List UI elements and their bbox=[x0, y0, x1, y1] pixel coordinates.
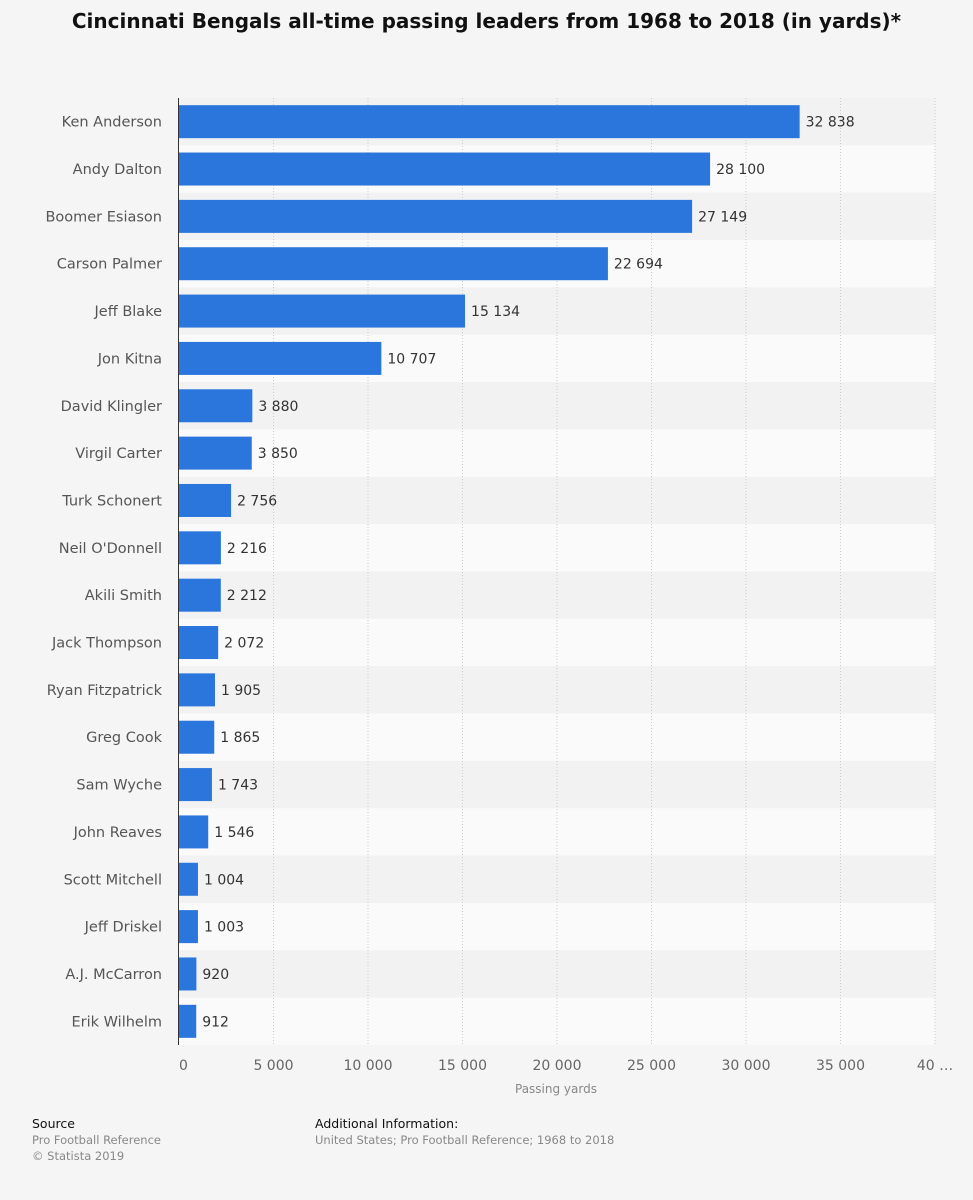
source-link[interactable]: Pro Football Reference bbox=[32, 1133, 161, 1147]
gridlines bbox=[273, 98, 936, 1045]
value-label: 15 134 bbox=[471, 304, 520, 320]
info-heading: Additional Information: bbox=[315, 1116, 459, 1131]
x-axis-label: Passing yards bbox=[515, 1082, 597, 1096]
value-label: 1 743 bbox=[218, 778, 258, 794]
x-tick-label: 30 000 bbox=[722, 1058, 771, 1074]
value-label: 3 880 bbox=[258, 399, 298, 415]
row-band bbox=[179, 950, 935, 998]
x-tick-label: 15 000 bbox=[438, 1058, 487, 1074]
value-label: 28 100 bbox=[716, 162, 765, 178]
row-band bbox=[179, 760, 935, 809]
category-label: Virgil Carter bbox=[75, 446, 162, 462]
category-label: Jack Thompson bbox=[51, 636, 162, 652]
source-heading: Source bbox=[32, 1116, 75, 1131]
value-label: 1 865 bbox=[220, 730, 260, 746]
bar bbox=[179, 389, 253, 423]
bar bbox=[179, 341, 382, 375]
footer-additional-info: Additional Information: United States; P… bbox=[315, 1116, 614, 1148]
category-label: Jeff Blake bbox=[94, 304, 163, 320]
info-text: United States; Pro Football Reference; 1… bbox=[315, 1133, 615, 1147]
value-label: 27 149 bbox=[698, 209, 747, 225]
bar bbox=[179, 815, 209, 849]
category-label: Sam Wyche bbox=[76, 778, 162, 794]
x-tick-labels: 0 5 000 10 000 15 000 20 000 25 000 30 000 35 0… bbox=[179, 1058, 953, 1074]
value-label: 3 850 bbox=[258, 446, 298, 462]
category-label: John Reaves bbox=[73, 825, 162, 841]
category-label: Jon Kitna bbox=[97, 351, 162, 367]
x-tick-label: 0 bbox=[179, 1058, 188, 1074]
category-label: Carson Palmer bbox=[57, 257, 162, 273]
value-labels: 32 838 28 100 27 149 22 694 15 134 10 707 3 88… bbox=[202, 115, 854, 1031]
value-label: 32 838 bbox=[806, 115, 855, 131]
chart-title: Cincinnati Bengals all-time passing lead… bbox=[71, 9, 902, 33]
bar bbox=[179, 531, 221, 565]
copyright: © Statista 2019 bbox=[32, 1149, 125, 1163]
category-label: Boomer Esiason bbox=[45, 209, 162, 225]
value-label: 1 905 bbox=[221, 683, 261, 699]
category-labels: Ken Anderson Andy Dalton Boomer Esiason Car… bbox=[45, 115, 162, 1031]
value-label: 920 bbox=[202, 967, 229, 983]
bar bbox=[179, 768, 212, 802]
bar bbox=[179, 294, 466, 328]
category-label: Ryan Fitzpatrick bbox=[47, 683, 163, 699]
value-label: 2 756 bbox=[237, 493, 277, 509]
x-tick-label: 5 000 bbox=[253, 1058, 293, 1074]
value-label: 1 546 bbox=[214, 825, 254, 841]
value-label: 2 216 bbox=[227, 541, 267, 557]
bar bbox=[179, 673, 216, 707]
category-label: Ken Anderson bbox=[62, 115, 162, 131]
category-label: David Klingler bbox=[61, 399, 162, 415]
value-label: 10 707 bbox=[387, 351, 436, 367]
row-band bbox=[179, 855, 935, 903]
category-label: Turk Schonert bbox=[61, 493, 162, 509]
x-tick-label: 25 000 bbox=[627, 1058, 676, 1074]
bars bbox=[179, 105, 800, 1038]
category-label: A.J. McCarron bbox=[65, 967, 162, 983]
value-label: 1 003 bbox=[204, 920, 244, 936]
bar bbox=[179, 199, 693, 233]
x-tick-label: 40 … bbox=[917, 1058, 953, 1074]
value-label: 912 bbox=[202, 1014, 229, 1030]
category-label: Akili Smith bbox=[85, 588, 162, 604]
bar bbox=[179, 957, 197, 991]
bar bbox=[179, 862, 198, 896]
bar-chart: 32 838 28 100 27 149 22 694 15 134 10 707 3 88… bbox=[45, 98, 953, 1096]
category-label: Andy Dalton bbox=[73, 162, 162, 178]
x-tick-label: 10 000 bbox=[344, 1058, 393, 1074]
row-band bbox=[179, 571, 935, 619]
category-label: Erik Wilhelm bbox=[72, 1014, 163, 1030]
bar bbox=[179, 578, 221, 612]
bar bbox=[179, 483, 232, 517]
x-tick-label: 35 000 bbox=[816, 1058, 865, 1074]
category-label: Greg Cook bbox=[86, 730, 162, 746]
bar bbox=[179, 436, 252, 470]
value-label: 2 072 bbox=[224, 636, 264, 652]
value-label: 2 212 bbox=[227, 588, 267, 604]
row-band bbox=[179, 524, 935, 572]
value-label: 22 694 bbox=[614, 257, 663, 273]
value-label: 1 004 bbox=[204, 872, 244, 888]
bar bbox=[179, 152, 711, 186]
bar bbox=[179, 247, 608, 281]
bar bbox=[179, 910, 198, 944]
bar bbox=[179, 105, 800, 139]
category-label: Jeff Driskel bbox=[84, 920, 162, 936]
category-label: Neil O'Donnell bbox=[59, 541, 162, 557]
x-tick-label: 20 000 bbox=[533, 1058, 582, 1074]
category-label: Scott Mitchell bbox=[64, 872, 162, 888]
bar bbox=[179, 720, 215, 754]
bar bbox=[179, 1004, 197, 1038]
footer-source: Source Pro Football Reference © Statista… bbox=[32, 1116, 161, 1164]
row-band bbox=[179, 808, 935, 856]
bar bbox=[179, 626, 219, 660]
